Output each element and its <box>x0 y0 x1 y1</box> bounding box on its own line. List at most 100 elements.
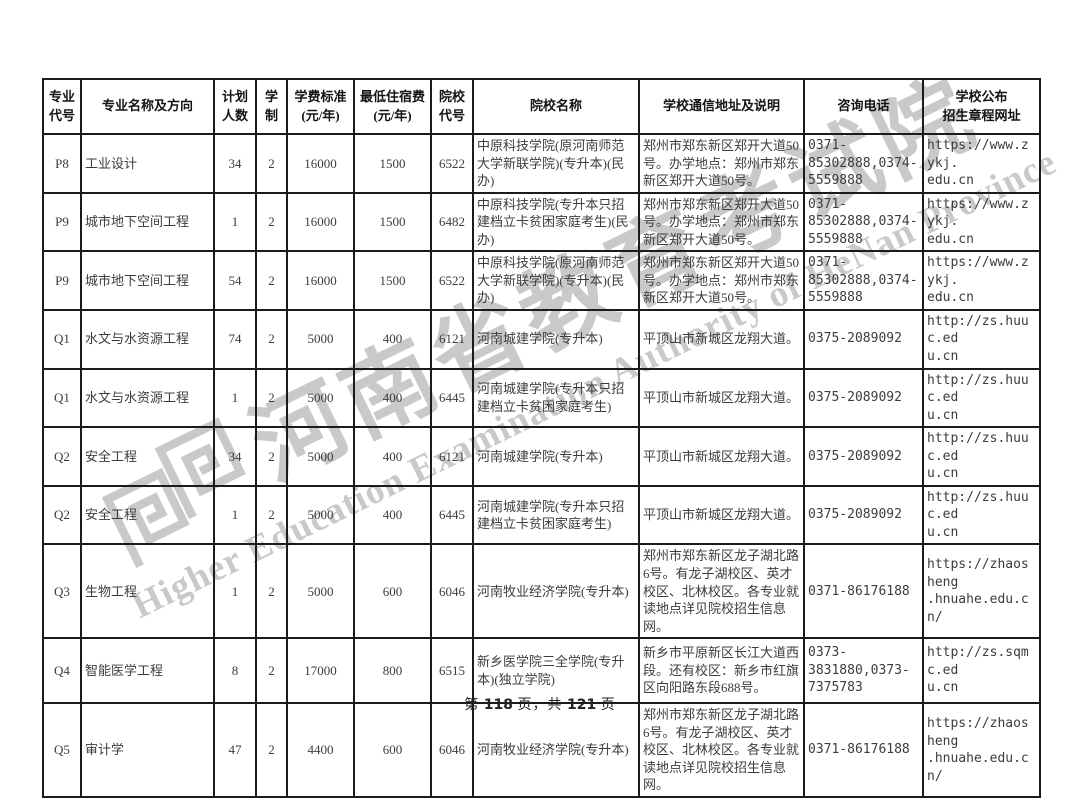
cell-plan: 34 <box>213 133 257 194</box>
footer-suffix: 页 <box>600 698 616 713</box>
cell-plan: 8 <box>213 637 257 705</box>
cell-phone: 0375-2089092 <box>803 367 924 429</box>
cell-tuition: 4400 <box>286 702 355 798</box>
cell-phone: 0371-86176188 <box>803 702 924 798</box>
cell-inst_name: 河南城建学院(专升本) <box>472 308 640 370</box>
table-row: P9 城市地下空间工程 1 2 16000 1500 6482 中原科技学院(专升本只招建档立… <box>42 191 1041 253</box>
cell-url: https://zhaosheng .hnuahe.edu.cn/ <box>922 702 1041 798</box>
cell-address: 郑州市郑东新区龙子湖北路6号。有龙子湖校区、英才校区、北林校区。各专业就读地点详… <box>638 702 805 798</box>
cell-tuition: 5000 <box>286 543 355 640</box>
cell-plan: 47 <box>213 702 257 798</box>
cell-major: 水文与水资源工程 <box>80 308 215 370</box>
cell-dorm: 600 <box>353 702 432 798</box>
cell-plan: 74 <box>213 308 257 370</box>
page-number: 118 <box>483 697 513 713</box>
table-row: Q1 水文与水资源工程 1 2 5000 400 6445 河南城建学院(专升本只招建档立卡贫… <box>42 367 1041 429</box>
cell-address: 平顶山市新城区龙翔大道。 <box>638 308 805 370</box>
table-row: Q2 安全工程 34 2 5000 400 6121 河南城建学院(专升本) 平顶山市新城区龙翔… <box>42 426 1041 487</box>
col-header-dorm-fee: 最低住宿费 (元/年) <box>353 78 432 135</box>
cell-code: P9 <box>42 250 82 311</box>
cell-address: 平顶山市新城区龙翔大道。 <box>638 367 805 429</box>
cell-url: https://www.zykj. edu.cn <box>922 191 1041 253</box>
cell-tuition: 5000 <box>286 426 355 487</box>
cell-plan: 34 <box>213 426 257 487</box>
cell-phone: 0371-86176188 <box>803 543 924 640</box>
footer-prefix: 第 <box>464 698 480 713</box>
col-header-duration: 学 制 <box>255 78 288 135</box>
cell-address: 郑州市郑东新区郑开大道50号。办学地点：郑州市郑东新区郑开大道50号。 <box>638 133 805 194</box>
cell-major: 城市地下空间工程 <box>80 191 215 253</box>
cell-years: 2 <box>255 250 288 311</box>
cell-inst_name: 河南城建学院(专升本) <box>472 426 640 487</box>
table-body: P8 工业设计 34 2 16000 1500 6522 中原科技学院(原河南师范大学新联学院… <box>42 133 1041 798</box>
cell-dorm: 1500 <box>353 250 432 311</box>
cell-inst_name: 河南城建学院(专升本只招建档立卡贫困家庭考生) <box>472 367 640 429</box>
cell-plan: 1 <box>213 191 257 253</box>
cell-tuition: 17000 <box>286 637 355 705</box>
table-row: Q2 安全工程 1 2 5000 400 6445 河南城建学院(专升本只招建档立卡贫困家庭考… <box>42 484 1041 546</box>
cell-years: 2 <box>255 637 288 705</box>
cell-plan: 54 <box>213 250 257 311</box>
cell-code: Q4 <box>42 637 82 705</box>
cell-url: http://zs.huuc.ed u.cn <box>922 367 1041 429</box>
cell-dorm: 1500 <box>353 133 432 194</box>
col-header-major-name: 专业名称及方向 <box>80 78 215 135</box>
total-pages: 121 <box>567 697 597 713</box>
cell-plan: 1 <box>213 367 257 429</box>
page-footer: 第 118 页，共 121 页 <box>0 694 1080 714</box>
cell-address: 郑州市郑东新区郑开大道50号。办学地点：郑州市郑东新区郑开大道50号。 <box>638 250 805 311</box>
cell-tuition: 5000 <box>286 308 355 370</box>
col-header-address: 学校通信地址及说明 <box>638 78 805 135</box>
cell-dorm: 800 <box>353 637 432 705</box>
cell-url: https://www.zykj. edu.cn <box>922 133 1041 194</box>
cell-major: 审计学 <box>80 702 215 798</box>
cell-phone: 0375-2089092 <box>803 426 924 487</box>
col-header-plan-count: 计划 人数 <box>213 78 257 135</box>
cell-years: 2 <box>255 191 288 253</box>
cell-years: 2 <box>255 702 288 798</box>
cell-dorm: 1500 <box>353 191 432 253</box>
cell-phone: 0375-2089092 <box>803 484 924 546</box>
cell-address: 平顶山市新城区龙翔大道。 <box>638 426 805 487</box>
col-header-tuition: 学费标准 (元/年) <box>286 78 355 135</box>
cell-years: 2 <box>255 133 288 194</box>
cell-code: Q1 <box>42 308 82 370</box>
cell-tuition: 16000 <box>286 250 355 311</box>
header-row: 专业 代号 专业名称及方向 计划 人数 学 制 学费标准 (元/年) 最低住宿费… <box>42 78 1041 135</box>
cell-tuition: 16000 <box>286 191 355 253</box>
col-header-inst-code: 院校 代号 <box>430 78 474 135</box>
cell-inst_name: 河南城建学院(专升本只招建档立卡贫困家庭考生) <box>472 484 640 546</box>
cell-inst_code: 6046 <box>430 702 474 798</box>
table-row: Q4 智能医学工程 8 2 17000 800 6515 新乡医学院三全学院(专升本)(独立学… <box>42 637 1041 705</box>
admissions-table: 专业 代号 专业名称及方向 计划 人数 学 制 学费标准 (元/年) 最低住宿费… <box>42 78 1041 798</box>
cell-dorm: 400 <box>353 308 432 370</box>
cell-plan: 1 <box>213 484 257 546</box>
cell-address: 新乡市平原新区长江大道西段。还有校区：新乡市红旗区向阳路东段688号。 <box>638 637 805 705</box>
cell-phone: 0371- 85302888,0374- 5559888 <box>803 250 924 311</box>
cell-code: Q3 <box>42 543 82 640</box>
cell-years: 2 <box>255 367 288 429</box>
cell-inst_code: 6445 <box>430 367 474 429</box>
cell-inst_code: 6046 <box>430 543 474 640</box>
cell-address: 郑州市郑东新区郑开大道50号。办学地点：郑州市郑东新区郑开大道50号。 <box>638 191 805 253</box>
cell-dorm: 400 <box>353 484 432 546</box>
cell-url: https://zhaosheng .hnuahe.edu.cn/ <box>922 543 1041 640</box>
cell-inst_name: 中原科技学院(原河南师范大学新联学院)(专升本)(民办) <box>472 250 640 311</box>
cell-years: 2 <box>255 484 288 546</box>
cell-inst_name: 中原科技学院(专升本只招建档立卡贫困家庭考生)(民办) <box>472 191 640 253</box>
cell-url: http://zs.huuc.ed u.cn <box>922 308 1041 370</box>
cell-inst_name: 河南牧业经济学院(专升本) <box>472 702 640 798</box>
cell-code: Q2 <box>42 484 82 546</box>
col-header-phone: 咨询电话 <box>803 78 924 135</box>
cell-phone: 0371- 85302888,0374- 5559888 <box>803 191 924 253</box>
table-row: P9 城市地下空间工程 54 2 16000 1500 6522 中原科技学院(原河南师范大学… <box>42 250 1041 311</box>
cell-code: Q5 <box>42 702 82 798</box>
cell-inst_code: 6121 <box>430 426 474 487</box>
cell-major: 智能医学工程 <box>80 637 215 705</box>
col-header-website: 学校公布 招生章程网址 <box>922 78 1041 135</box>
cell-major: 工业设计 <box>80 133 215 194</box>
cell-inst_code: 6482 <box>430 191 474 253</box>
col-header-inst-name: 院校名称 <box>472 78 640 135</box>
cell-phone: 0375-2089092 <box>803 308 924 370</box>
cell-phone: 0373- 3831880,0373- 7375783 <box>803 637 924 705</box>
